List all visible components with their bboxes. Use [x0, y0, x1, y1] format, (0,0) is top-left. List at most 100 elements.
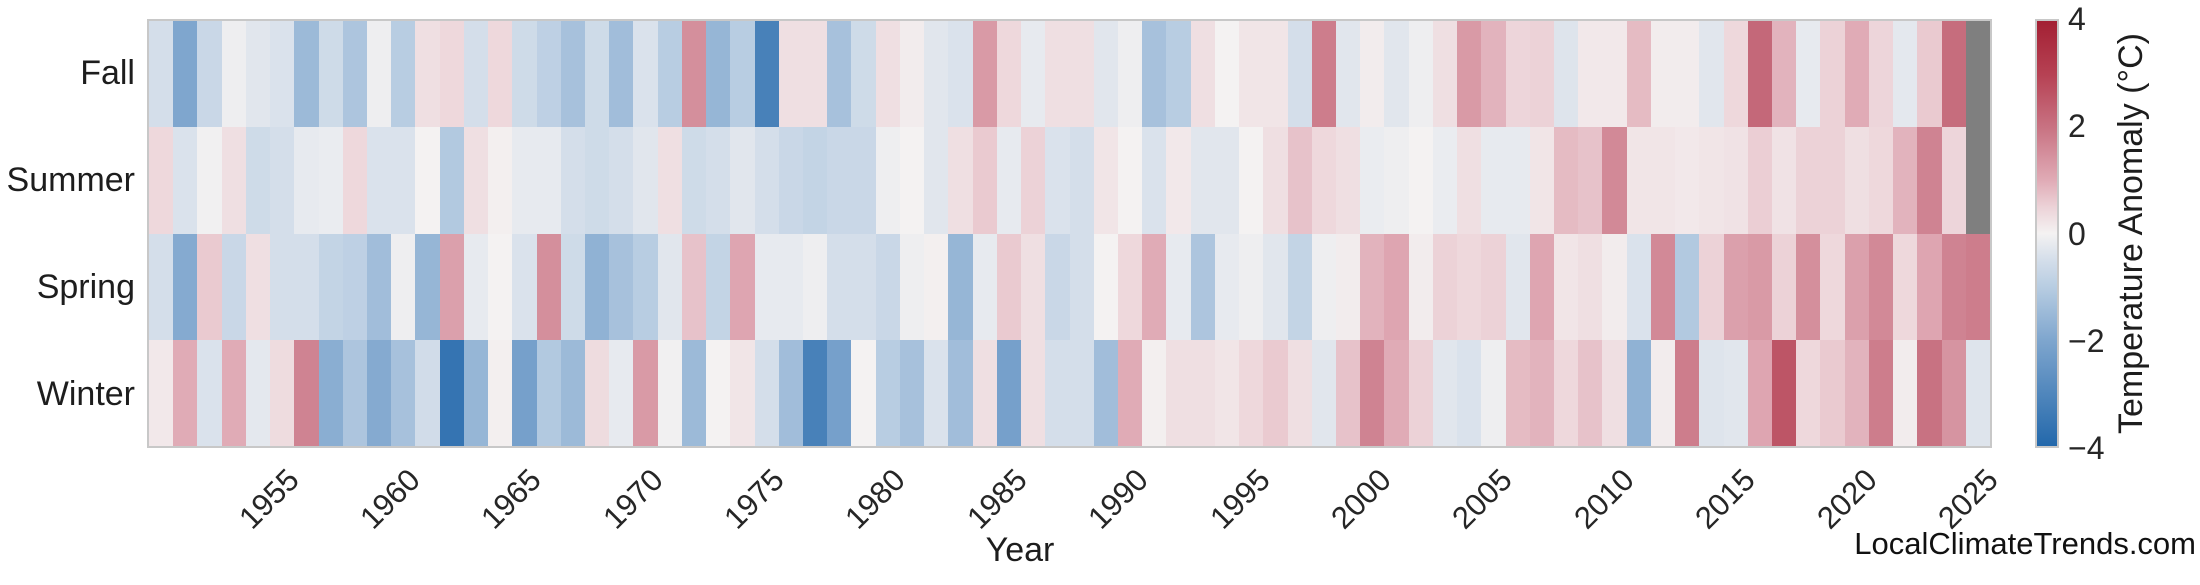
heatmap-cell	[1699, 127, 1724, 234]
heatmap-cell	[585, 127, 610, 234]
heatmap-cell	[342, 233, 367, 340]
heatmap-cell	[1457, 339, 1482, 446]
heatmap-cell	[294, 339, 319, 446]
heatmap-cell	[1723, 233, 1748, 340]
heatmap-cell	[1360, 21, 1385, 128]
heatmap-cell	[536, 21, 561, 128]
colorbar-tick-label: 0	[2068, 215, 2086, 252]
heatmap-cell	[391, 339, 416, 446]
heatmap-cell	[899, 339, 925, 446]
heatmap-cell	[899, 21, 925, 128]
heatmap-cell	[173, 339, 198, 446]
heatmap-cell	[1844, 233, 1869, 340]
heatmap-cell	[803, 339, 828, 446]
heatmap-cell	[585, 233, 610, 340]
heatmap-cell	[1117, 21, 1143, 128]
heatmap-cell	[803, 233, 828, 340]
heatmap-cell	[1117, 233, 1143, 340]
heatmap-cell	[1917, 21, 1942, 128]
heatmap-cell	[1602, 127, 1627, 234]
heatmap-cell	[875, 339, 900, 446]
heatmap-cell	[1214, 21, 1240, 128]
heatmap-cell	[996, 127, 1022, 234]
heatmap-cell	[1868, 339, 1894, 446]
heatmap-cell	[1699, 339, 1724, 446]
heatmap-cell	[1045, 339, 1070, 446]
heatmap-cell	[875, 21, 900, 128]
heatmap-cell	[1190, 127, 1215, 234]
heatmap-cell	[1335, 21, 1361, 128]
heatmap-cell	[657, 21, 682, 128]
heatmap-cell	[1287, 21, 1312, 128]
heatmap-cell	[1360, 339, 1385, 446]
heatmap-cell	[827, 233, 852, 340]
xtick-label: 1975	[717, 462, 791, 536]
heatmap-cell	[1408, 127, 1433, 234]
heatmap-cell	[1529, 127, 1554, 234]
heatmap-cell	[1844, 339, 1869, 446]
heatmap-cell	[899, 127, 925, 234]
heatmap-cell	[1917, 127, 1942, 234]
heatmap-cell	[851, 233, 876, 340]
heatmap-cell	[1747, 127, 1772, 234]
heatmap-cell	[948, 21, 973, 128]
heatmap-cell	[1796, 233, 1821, 340]
heatmap-cell	[924, 233, 949, 340]
heatmap-cell	[996, 21, 1022, 128]
heatmap-cell	[1142, 21, 1167, 128]
heatmap-cell	[706, 339, 731, 446]
heatmap-cell	[1699, 233, 1724, 340]
heatmap-cell	[1190, 233, 1215, 340]
heatmap-cell	[463, 127, 489, 234]
heatmap-cell	[1166, 233, 1191, 340]
heatmap-cell	[803, 21, 828, 128]
heatmap-cell	[1626, 21, 1651, 128]
colorbar-tick-label: 4	[2068, 1, 2086, 37]
heatmap-cell	[1190, 21, 1215, 128]
xtick-label: 2005	[1445, 462, 1520, 536]
heatmap-cell	[1069, 127, 1094, 234]
heatmap-cell	[488, 127, 513, 234]
heatmap-cell	[1093, 127, 1118, 234]
heatmap-cell	[245, 339, 271, 446]
heatmap-cell	[463, 339, 489, 446]
heatmap-cell	[1287, 233, 1312, 340]
heatmap-cell	[585, 21, 610, 128]
heatmap-cell	[221, 339, 246, 446]
ytick-label-fall: Fall	[80, 53, 135, 92]
heatmap-cell	[439, 233, 464, 340]
heatmap-cell	[221, 21, 246, 128]
heatmap-cell	[488, 21, 513, 128]
heatmap-cell	[1360, 127, 1385, 234]
heatmap-cell	[439, 339, 464, 446]
xtick-label: 1990	[1081, 462, 1155, 536]
ytick-label-winter: Winter	[36, 375, 135, 414]
heatmap-cell	[1021, 21, 1046, 128]
heatmap-cell	[463, 233, 489, 340]
heatmap-cell	[657, 127, 682, 234]
heatmap-cell	[1239, 233, 1264, 340]
heatmap-cell	[633, 127, 658, 234]
heatmap-cell	[1941, 339, 1966, 446]
heatmap-cell	[1965, 233, 1990, 340]
heatmap-cell	[1796, 339, 1821, 446]
heatmap-cell	[1699, 21, 1724, 128]
heatmap-cell	[778, 339, 804, 446]
heatmap-cell	[1142, 233, 1167, 340]
heatmap-cell	[754, 233, 779, 340]
xtick-label: 2010	[1566, 462, 1641, 536]
heatmap-cell	[1214, 127, 1240, 234]
heatmap-cell	[1868, 21, 1894, 128]
heatmap-cell	[1045, 21, 1070, 128]
colorbar-tick-label: 2	[2068, 108, 2086, 145]
heatmap-cell	[827, 127, 852, 234]
xtick-label: 1985	[960, 462, 1034, 536]
heatmap-cell	[1481, 233, 1506, 340]
heatmap-cell	[706, 127, 731, 234]
heatmap-cell	[536, 127, 561, 234]
heatmap-cell	[730, 21, 755, 128]
heatmap-cell	[1021, 233, 1046, 340]
heatmap-cell	[294, 21, 319, 128]
xtick-label: 1955	[231, 462, 306, 536]
